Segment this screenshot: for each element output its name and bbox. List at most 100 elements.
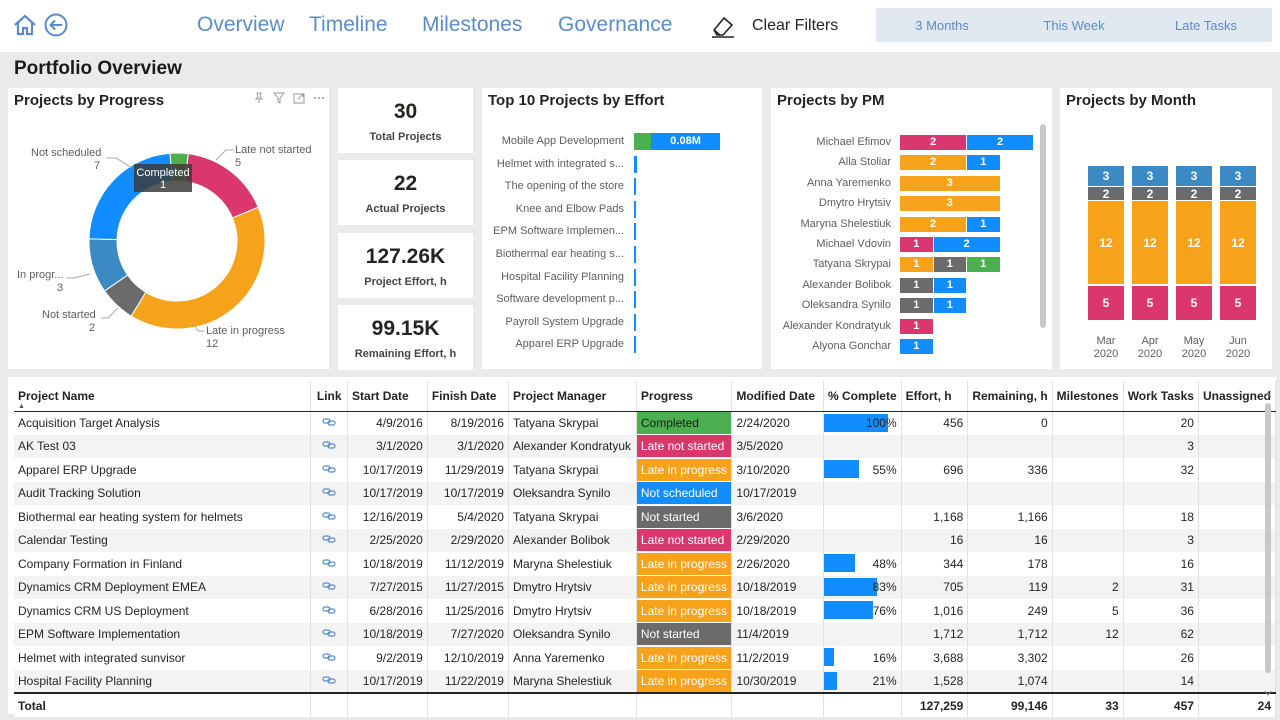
pm-bar-segment[interactable]: 1 xyxy=(900,237,933,252)
month-bar-segment[interactable]: 12 xyxy=(1132,201,1168,285)
table-scrollbar[interactable] xyxy=(1264,391,1272,699)
col-header-project-manager[interactable]: Project Manager xyxy=(508,381,637,412)
nav-governance[interactable]: Governance xyxy=(558,13,673,36)
cell-link[interactable] xyxy=(310,411,349,435)
month-bar-segment[interactable]: 5 xyxy=(1088,285,1124,320)
cell-link[interactable] xyxy=(310,528,349,552)
table-row[interactable]: Company Formation in Finland 10/18/2019 11… xyxy=(14,552,1277,576)
focus-mode-icon[interactable] xyxy=(293,92,305,104)
effort-bar[interactable] xyxy=(634,155,638,173)
pm-bar-segment[interactable]: 1 xyxy=(900,257,933,273)
month-bar-segment[interactable]: 3 xyxy=(1176,165,1212,186)
link-icon[interactable] xyxy=(322,675,336,685)
pm-bar-segment[interactable]: 1 xyxy=(900,318,933,334)
nav-overview[interactable]: Overview xyxy=(197,13,285,36)
donut-slice-late-in-progress[interactable] xyxy=(130,206,266,330)
cell-link[interactable] xyxy=(310,434,349,458)
month-bar-segment[interactable]: 12 xyxy=(1176,201,1212,285)
table-row[interactable]: Dynamics CRM Deployment EMEA 7/27/2015 11/… xyxy=(14,575,1277,599)
pm-bar-segment[interactable]: 1 xyxy=(933,277,966,293)
month-bar-segment[interactable]: 12 xyxy=(1088,201,1124,285)
nav-milestones[interactable]: Milestones xyxy=(422,13,523,36)
progress-donut-chart[interactable] xyxy=(8,88,329,369)
month-bar-segment[interactable]: 2 xyxy=(1220,187,1256,201)
pm-bar-segment[interactable]: 2 xyxy=(900,155,966,171)
col-header-modified-date[interactable]: Modified Date xyxy=(731,381,824,412)
effort-bar[interactable] xyxy=(634,200,637,218)
table-row[interactable]: AK Test 03 3/1/2020 3/1/2020 Alexander Kond… xyxy=(14,434,1277,458)
pm-bar-card[interactable]: Projects by PM Michael Efimov 2 2 Alla Stol… xyxy=(771,88,1052,369)
col-header-finish-date[interactable]: Finish Date xyxy=(427,381,509,412)
cell-link[interactable] xyxy=(310,481,349,505)
table-row[interactable]: Helmet with integrated sunvisor 9/2/2019 1… xyxy=(14,646,1277,670)
cell-link[interactable] xyxy=(310,646,349,670)
home-icon[interactable] xyxy=(12,12,38,38)
month-bar-segment[interactable]: 5 xyxy=(1176,285,1212,320)
pm-bar-segment[interactable]: 1 xyxy=(967,257,1000,273)
pm-bar-segment[interactable]: 1 xyxy=(900,298,933,314)
link-icon[interactable] xyxy=(322,511,336,521)
table-row[interactable]: EPM Software Implementation 10/18/2019 7/2… xyxy=(14,622,1277,646)
cell-link[interactable] xyxy=(310,458,349,482)
col-header-remaining-h[interactable]: Remaining, h xyxy=(967,381,1053,412)
pm-bar-segment[interactable]: 3 xyxy=(900,175,1000,191)
effort-bar[interactable]: 0.08M xyxy=(651,133,720,150)
pm-bar-segment[interactable]: 2 xyxy=(900,135,966,150)
link-icon[interactable] xyxy=(322,534,336,544)
pm-bar-segment[interactable]: 1 xyxy=(967,216,1000,232)
link-icon[interactable] xyxy=(322,628,336,638)
filter-this-week[interactable]: This Week xyxy=(1043,17,1105,33)
link-icon[interactable] xyxy=(322,487,336,497)
cell-link[interactable] xyxy=(310,599,349,623)
filter-3-months[interactable]: 3 Months xyxy=(915,17,969,33)
progress-donut-card[interactable]: Projects by Progress Not scheduled 7 Late… xyxy=(8,88,329,369)
cell-link[interactable] xyxy=(310,575,349,599)
cell-link[interactable] xyxy=(310,669,349,693)
col-header-milestones[interactable]: Milestones xyxy=(1052,381,1124,412)
effort-bar[interactable] xyxy=(634,223,636,241)
month-bar-segment[interactable]: 5 xyxy=(1220,285,1256,320)
month-bar-segment[interactable]: 3 xyxy=(1220,165,1256,186)
pm-bar-segment[interactable]: 1 xyxy=(967,155,1000,171)
col-header-progress[interactable]: Progress xyxy=(636,381,733,412)
month-bar-segment[interactable]: 3 xyxy=(1132,165,1168,186)
link-icon[interactable] xyxy=(322,558,336,568)
pm-bar-segment[interactable]: 2 xyxy=(967,135,1033,150)
pm-bar-segment[interactable]: 1 xyxy=(900,339,933,354)
table-row[interactable]: Audit Tracking Solution 10/17/2019 10/17/2… xyxy=(14,481,1277,505)
pm-bar-segment[interactable]: 2 xyxy=(933,237,1000,252)
filter-late-tasks[interactable]: Late Tasks xyxy=(1175,17,1237,33)
effort-bar[interactable] xyxy=(634,291,636,309)
col-header-start-date[interactable]: Start Date xyxy=(347,381,428,412)
col-header--complete[interactable]: % Complete xyxy=(823,381,902,412)
pm-bar-segment[interactable]: 1 xyxy=(933,298,966,314)
link-icon[interactable] xyxy=(322,440,336,450)
more-options-icon[interactable] xyxy=(313,92,325,104)
month-bar-segment[interactable]: 2 xyxy=(1132,187,1168,201)
pin-icon[interactable] xyxy=(253,92,265,104)
cell-link[interactable] xyxy=(310,505,349,529)
month-bar-segment[interactable]: 2 xyxy=(1176,187,1212,201)
month-bar-card[interactable]: Projects by Month 5 12 2 3 Mar 2020 5 12 2 3 Apr 20… xyxy=(1060,88,1272,369)
pm-chart-scrollbar[interactable] xyxy=(1040,124,1046,328)
col-header-work-tasks[interactable]: Work Tasks xyxy=(1123,381,1199,412)
cell-link[interactable] xyxy=(310,622,349,646)
table-row[interactable]: Biothermal ear heating system for helmet… xyxy=(14,505,1277,529)
pm-bar-segment[interactable]: 1 xyxy=(933,257,966,273)
table-row[interactable]: Acquisition Target Analysis 4/9/2016 8/19/… xyxy=(14,411,1277,435)
pm-bar-segment[interactable]: 3 xyxy=(900,196,1000,212)
col-header-project-name[interactable]: Project Name ▲ xyxy=(14,381,312,412)
effort-bar[interactable] xyxy=(634,336,636,354)
filter-icon[interactable] xyxy=(273,92,285,104)
effort-bar[interactable] xyxy=(634,313,636,331)
link-icon[interactable] xyxy=(322,464,336,474)
table-row[interactable]: Apparel ERP Upgrade 10/17/2019 11/29/2019 T… xyxy=(14,458,1277,482)
effort-bar[interactable] xyxy=(634,246,636,263)
month-bar-segment[interactable]: 5 xyxy=(1132,285,1168,320)
pm-bar-segment[interactable]: 1 xyxy=(900,277,933,293)
clear-filters-button[interactable]: Clear Filters xyxy=(710,12,838,40)
effort-bar-card[interactable]: Top 10 Projects by Effort Mobile App Dev… xyxy=(482,88,762,369)
back-arrow-icon[interactable] xyxy=(43,12,69,38)
link-icon[interactable] xyxy=(322,605,336,615)
sort-asc-icon[interactable]: ▲ xyxy=(18,402,25,410)
